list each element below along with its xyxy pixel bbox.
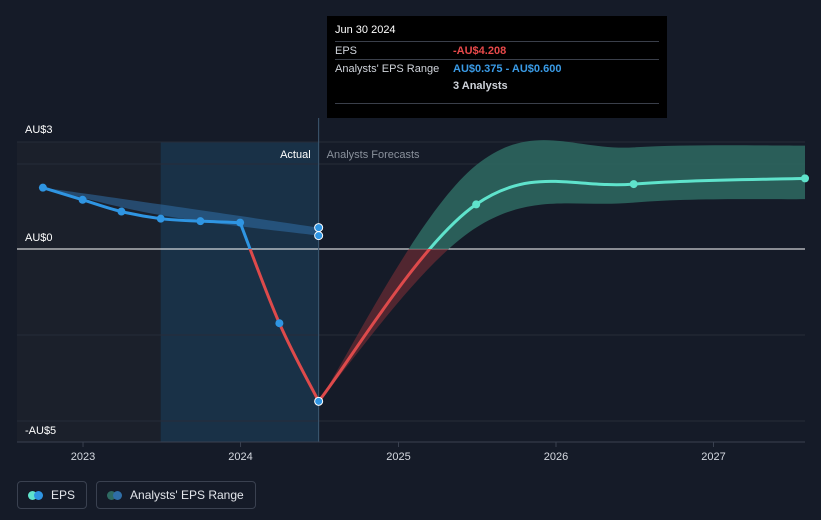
range-high-point	[314, 223, 324, 233]
eps-actual-point	[236, 218, 245, 227]
eps-actual-point	[78, 195, 87, 204]
eps-forecast-point	[801, 174, 809, 183]
legend-eps-icon	[28, 490, 43, 500]
eps-actual-point	[156, 214, 165, 223]
eps-actual-point	[38, 183, 47, 192]
x-axis-labels: 2023 2024 2025 2026 2027	[71, 442, 726, 463]
x-tick-label: 2023	[71, 451, 95, 463]
eps-points	[38, 174, 809, 406]
x-tick-label: 2027	[701, 451, 725, 463]
legend-eps-toggle[interactable]: EPS	[17, 481, 88, 509]
eps-actual-drop-line-positive	[238, 222, 252, 249]
eps-forecast-line	[427, 176, 806, 249]
eps-forecast-line-negative	[317, 249, 432, 403]
actual-region-label: Actual	[280, 149, 311, 161]
tooltip-analysts-count: 3 Analysts	[453, 79, 508, 92]
range-bands	[42, 140, 805, 402]
x-tick-label: 2024	[228, 451, 252, 463]
eps-forecast-point	[472, 200, 481, 209]
y-tick-label: -AU$5	[25, 425, 56, 437]
legend-range-icon	[107, 490, 123, 500]
legend-eps-label: EPS	[51, 488, 76, 502]
tooltip-date: Jun 30 2024	[335, 24, 396, 36]
range-band-forecast	[408, 140, 805, 249]
legend-range-toggle[interactable]: Analysts' EPS Range	[96, 481, 256, 509]
actual-shade	[160, 142, 319, 442]
legend-range-label: Analysts' EPS Range	[130, 488, 244, 502]
x-tick-label: 2026	[544, 451, 568, 463]
tooltip-range-label: Analysts' EPS Range	[335, 62, 440, 75]
range-low-point	[314, 231, 324, 241]
range-band-actual	[42, 187, 319, 236]
y-axis-labels: AU$3 AU$0 -AU$5	[25, 124, 56, 437]
tooltip-eps-value: -AU$4.208	[453, 44, 507, 57]
tooltip-eps-label: EPS	[335, 44, 358, 57]
y-tick-label: AU$3	[25, 124, 53, 136]
eps-actual-point	[117, 207, 126, 216]
past-shade	[17, 142, 161, 442]
forecast-region-label: Analysts Forecasts	[327, 149, 420, 161]
eps-actual-point	[275, 319, 284, 328]
tooltip: Jun 30 2024 EPS -AU$4.208 Analysts' EPS …	[327, 16, 667, 118]
legend: EPS Analysts' EPS Range	[17, 481, 256, 509]
x-tick-label: 2025	[386, 451, 410, 463]
tooltip-analysts-row: 3 Analysts	[335, 77, 659, 94]
y-tick-label: AU$0	[25, 232, 53, 244]
eps-actual-point	[314, 396, 324, 406]
tooltip-range-row: Analysts' EPS Range AU$0.375 - AU$0.600	[335, 59, 659, 77]
tooltip-eps-row: EPS -AU$4.208	[335, 41, 659, 59]
eps-forecast-point	[629, 180, 638, 189]
tooltip-range-value: AU$0.375 - AU$0.600	[453, 62, 562, 75]
eps-actual-point	[196, 217, 205, 226]
